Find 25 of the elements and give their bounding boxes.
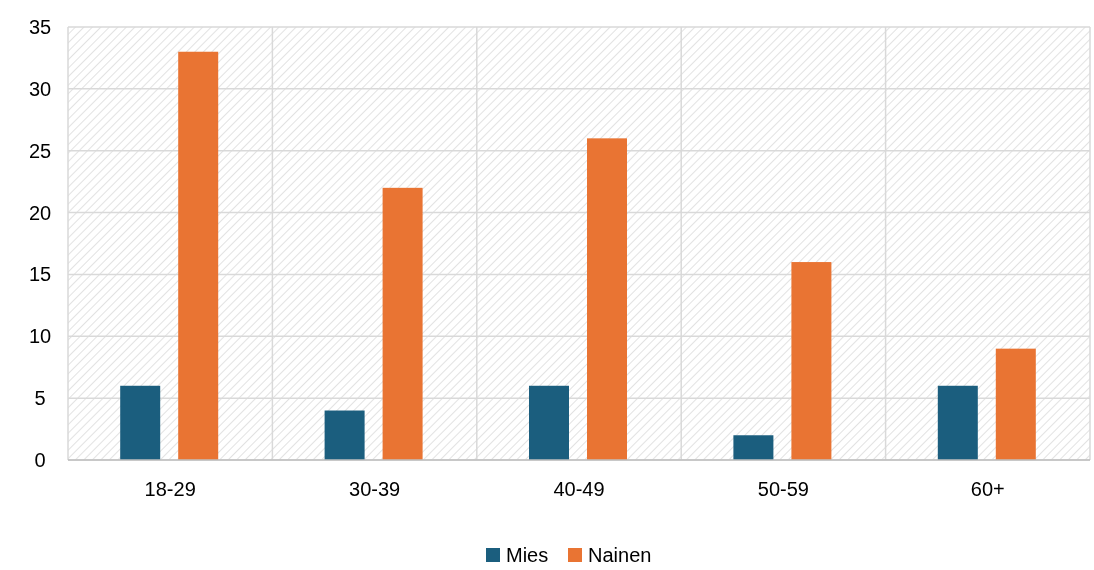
x-tick-label: 40-49 xyxy=(553,478,605,500)
y-tick-label: 35 xyxy=(28,16,52,38)
y-tick-label: 10 xyxy=(28,325,52,348)
bar xyxy=(733,435,774,460)
y-tick-label: 20 xyxy=(28,201,52,224)
x-tick-label: 60+ xyxy=(970,478,1005,500)
bar xyxy=(120,385,161,460)
bar xyxy=(791,262,832,460)
y-tick-label: 25 xyxy=(28,139,52,162)
x-tick-label: 18-29 xyxy=(144,478,196,500)
bar xyxy=(995,348,1036,460)
legend-label: Nainen xyxy=(588,544,652,566)
y-tick-label: 0 xyxy=(34,449,46,471)
bar xyxy=(529,385,569,460)
bar xyxy=(178,51,219,460)
bar xyxy=(382,187,423,460)
y-tick-label: 5 xyxy=(34,387,46,410)
x-tick-label: 30-39 xyxy=(349,478,401,500)
y-tick-label: 30 xyxy=(28,77,52,100)
x-tick-label: 50-59 xyxy=(757,478,809,500)
legend-label: Mies xyxy=(506,544,549,566)
y-tick-label: 15 xyxy=(28,263,52,286)
bar xyxy=(324,410,365,460)
bar xyxy=(937,385,978,460)
bar xyxy=(587,138,627,460)
